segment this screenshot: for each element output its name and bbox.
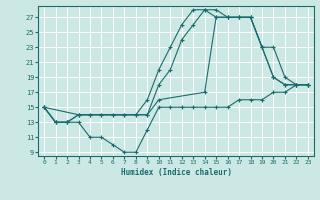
X-axis label: Humidex (Indice chaleur): Humidex (Indice chaleur) bbox=[121, 168, 231, 177]
